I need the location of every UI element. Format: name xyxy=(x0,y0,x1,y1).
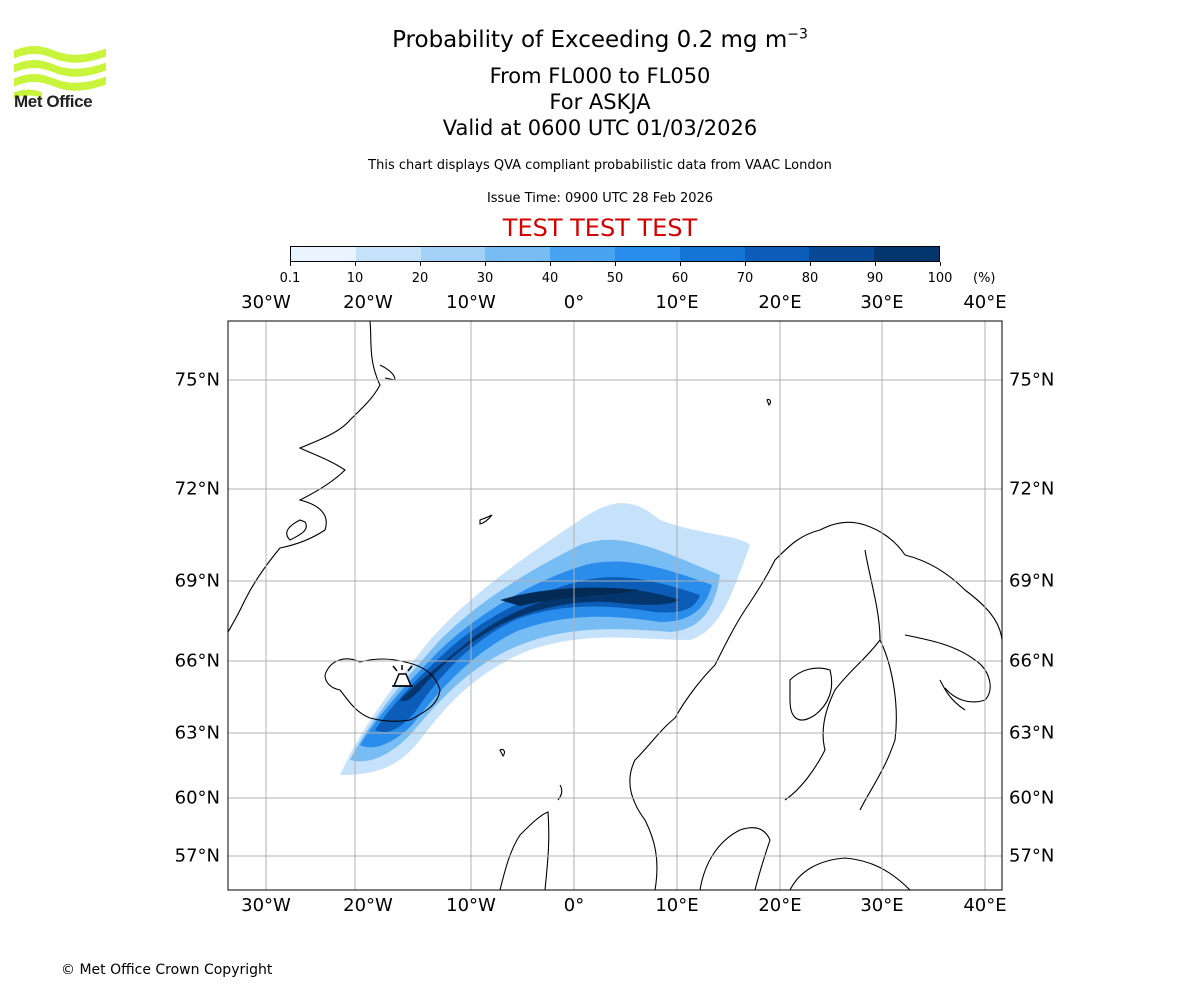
latitude-label: 57°N xyxy=(1009,845,1055,867)
latitude-label: 69°N xyxy=(1009,570,1055,592)
coastlines xyxy=(228,321,1002,890)
colorbar-tick-mark xyxy=(355,262,356,266)
longitude-label: 0° xyxy=(563,895,585,916)
colorbar-tick-label: 40 xyxy=(541,271,559,286)
colorbar-tick-mark xyxy=(290,262,291,266)
colorbar-segment xyxy=(679,247,745,261)
longitude-label: 10°W xyxy=(446,292,496,313)
logo-text: Met Office xyxy=(14,92,93,111)
colorbar-tick-mark xyxy=(680,262,681,266)
colorbar-unit: (%) xyxy=(973,271,996,286)
colorbar-segment xyxy=(355,247,421,261)
colorbar-tick-label: 50 xyxy=(606,271,624,286)
colorbar-segment xyxy=(550,247,615,261)
colorbar-tick-label: 70 xyxy=(736,271,754,286)
latitude-label: 66°N xyxy=(1009,650,1055,672)
colorbar-tick-label: 60 xyxy=(671,271,689,286)
colorbar-tick-mark xyxy=(420,262,421,266)
colorbar-segment xyxy=(809,247,875,261)
flight-level-range: From FL000 to FL050 xyxy=(489,64,711,88)
longitude-label: 30°E xyxy=(860,292,904,313)
colorbar-tick-mark xyxy=(810,262,811,266)
colorbar-tick-mark xyxy=(615,262,616,266)
colorbar-segment xyxy=(874,247,939,261)
latitude-label: 66°N xyxy=(174,650,220,672)
colorbar-tick-label: 10 xyxy=(346,271,364,286)
colorbar-tick-label: 0.1 xyxy=(279,271,301,286)
longitude-label: 30°W xyxy=(241,292,291,313)
colorbar-tick-mark xyxy=(550,262,551,266)
longitude-label: 20°E xyxy=(758,895,802,916)
colorbar-segment xyxy=(420,247,486,261)
longitude-label: 0° xyxy=(563,292,585,313)
copyright-notice: © Met Office Crown Copyright xyxy=(61,962,273,978)
latitude-label: 63°N xyxy=(174,722,220,744)
latitude-label: 69°N xyxy=(174,570,220,592)
longitude-label: 30°E xyxy=(860,895,904,916)
colorbar-tick-label: 80 xyxy=(801,271,819,286)
longitude-label: 20°E xyxy=(758,292,802,313)
test-banner: TEST TEST TEST xyxy=(502,214,698,242)
colorbar-segment xyxy=(744,247,810,261)
colorbar-tick-mark xyxy=(485,262,486,266)
longitude-label: 40°E xyxy=(963,292,1007,313)
volcano-marker-icon xyxy=(392,665,413,687)
latitude-label: 63°N xyxy=(1009,722,1055,744)
longitude-label: 10°E xyxy=(655,292,699,313)
latitude-label: 75°N xyxy=(174,369,220,391)
colorbar-tick-label: 90 xyxy=(866,271,884,286)
latitude-label: 72°N xyxy=(1009,478,1055,500)
colorbar-segment xyxy=(291,247,356,261)
probability-colorbar xyxy=(290,246,940,262)
longitude-label: 10°E xyxy=(655,895,699,916)
volcano-name: For ASKJA xyxy=(549,90,651,114)
chart-title: Probability of Exceeding 0.2 mg m−3 xyxy=(392,26,808,53)
graticule xyxy=(228,321,1002,890)
issue-time: Issue Time: 0900 UTC 28 Feb 2026 xyxy=(486,191,714,206)
latitude-label: 60°N xyxy=(174,787,220,809)
colorbar-tick-label: 30 xyxy=(476,271,494,286)
chart-subtitle: This chart displays QVA compliant probab… xyxy=(368,158,832,173)
colorbar-tick-mark xyxy=(745,262,746,266)
colorbar-segment xyxy=(614,247,680,261)
longitude-label: 20°W xyxy=(343,895,393,916)
latitude-label: 57°N xyxy=(174,845,220,867)
longitude-label: 20°W xyxy=(343,292,393,313)
valid-time: Valid at 0600 UTC 01/03/2026 xyxy=(442,116,758,140)
longitude-label: 10°W xyxy=(446,895,496,916)
colorbar-segment xyxy=(485,247,551,261)
colorbar-tick-label: 100 xyxy=(927,271,953,286)
longitude-label: 40°E xyxy=(963,895,1007,916)
met-office-logo-icon xyxy=(14,46,106,99)
colorbar-tick-label: 20 xyxy=(411,271,429,286)
colorbar-tick-mark xyxy=(875,262,876,266)
latitude-label: 60°N xyxy=(1009,787,1055,809)
latitude-label: 72°N xyxy=(174,478,220,500)
latitude-label: 75°N xyxy=(1009,369,1055,391)
ash-plume xyxy=(340,503,750,775)
longitude-label: 30°W xyxy=(241,895,291,916)
colorbar-tick-mark xyxy=(940,262,941,266)
